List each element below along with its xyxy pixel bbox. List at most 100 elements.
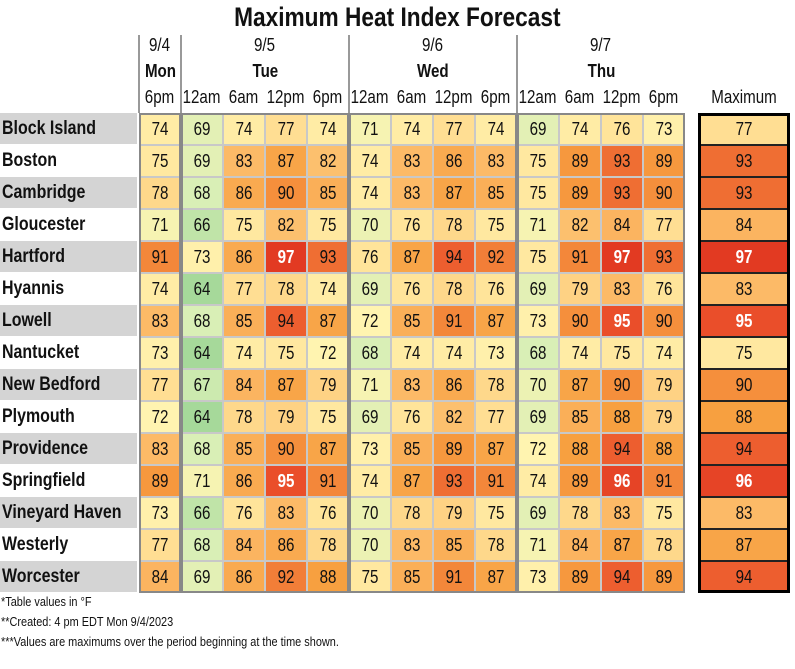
heat-cell: 73 bbox=[181, 241, 223, 273]
heat-cell: 78 bbox=[643, 529, 685, 561]
heat-cell-text: 83 bbox=[235, 150, 253, 171]
heat-cell-text: 74 bbox=[571, 342, 589, 363]
heat-cell-text: 93 bbox=[613, 150, 631, 171]
maximum-cell-text: 94 bbox=[735, 438, 753, 459]
heat-cell-text: 87 bbox=[319, 438, 337, 459]
heat-cell-text: 77 bbox=[445, 118, 463, 139]
heat-cell-text: 92 bbox=[487, 246, 505, 267]
header-divider bbox=[348, 35, 350, 113]
heat-cell: 68 bbox=[517, 337, 559, 369]
heat-cell-text: 75 bbox=[235, 214, 253, 235]
heat-cell-text: 86 bbox=[235, 566, 253, 587]
heat-cell-text: 84 bbox=[235, 374, 253, 395]
time-label-text: 12pm bbox=[435, 87, 473, 107]
heat-cell-text: 94 bbox=[277, 310, 295, 331]
heat-cell-text: 87 bbox=[487, 566, 505, 587]
heat-cell-text: 78 bbox=[487, 374, 505, 395]
heat-cell-text: 86 bbox=[235, 182, 253, 203]
heat-cell: 87 bbox=[307, 433, 349, 465]
heat-cell: 74 bbox=[559, 113, 601, 145]
heat-cell-text: 87 bbox=[277, 374, 295, 395]
heat-cell-text: 78 bbox=[277, 278, 295, 299]
heat-cell-text: 66 bbox=[193, 214, 211, 235]
heat-cell-text: 90 bbox=[655, 182, 673, 203]
heat-cell: 86 bbox=[223, 465, 265, 497]
heat-cell: 64 bbox=[181, 401, 223, 433]
time-label: 12am bbox=[515, 87, 561, 108]
time-label: 6pm bbox=[137, 87, 183, 108]
heat-cell-text: 91 bbox=[487, 470, 505, 491]
city-label-text: Worcester bbox=[2, 565, 80, 587]
heat-cell-text: 94 bbox=[445, 246, 463, 267]
heat-cell: 85 bbox=[475, 177, 517, 209]
heat-cell: 89 bbox=[559, 177, 601, 209]
heat-cell: 74 bbox=[349, 465, 391, 497]
heat-cell-text: 77 bbox=[151, 534, 169, 555]
date-label-text: 9/4 bbox=[149, 35, 171, 55]
group-outline bbox=[349, 113, 517, 593]
heat-cell: 85 bbox=[307, 177, 349, 209]
city-label: Lowell bbox=[0, 305, 137, 336]
heat-cell: 78 bbox=[475, 529, 517, 561]
heat-cell-text: 90 bbox=[277, 182, 295, 203]
heat-cell: 89 bbox=[643, 145, 685, 177]
heat-cell: 84 bbox=[559, 529, 601, 561]
heat-cell-text: 78 bbox=[487, 534, 505, 555]
heat-cell: 73 bbox=[643, 113, 685, 145]
heat-cell-text: 75 bbox=[529, 182, 547, 203]
heat-cell: 83 bbox=[601, 497, 643, 529]
city-label-text: New Bedford bbox=[2, 373, 101, 395]
city-label: Gloucester bbox=[0, 209, 137, 240]
city-label-text: Boston bbox=[2, 149, 57, 171]
city-label-text: Plymouth bbox=[2, 405, 75, 427]
heat-cell: 69 bbox=[181, 561, 223, 593]
heat-cell-text: 91 bbox=[655, 470, 673, 491]
date-label-text: 9/7 bbox=[590, 35, 612, 55]
time-label-text: 12am bbox=[183, 87, 221, 107]
city-label-text: Hartford bbox=[2, 245, 65, 267]
city-label-text: Providence bbox=[2, 437, 89, 459]
heat-cell: 94 bbox=[601, 433, 643, 465]
heat-cell-text: 83 bbox=[613, 278, 631, 299]
heat-cell-text: 69 bbox=[361, 278, 379, 299]
heat-cell-text: 91 bbox=[571, 246, 589, 267]
heat-cell-text: 83 bbox=[277, 502, 295, 523]
heat-cell-text: 74 bbox=[361, 150, 379, 171]
heat-cell: 82 bbox=[265, 209, 307, 241]
heat-cell-text: 84 bbox=[613, 214, 631, 235]
heat-cell-text: 73 bbox=[487, 342, 505, 363]
heat-cell-text: 68 bbox=[193, 310, 211, 331]
heat-cell: 70 bbox=[517, 369, 559, 401]
heat-cell: 84 bbox=[223, 529, 265, 561]
heat-cell: 72 bbox=[139, 401, 181, 433]
heat-cell-text: 69 bbox=[529, 118, 547, 139]
heat-cell-text: 91 bbox=[151, 246, 169, 267]
heat-cell: 90 bbox=[643, 305, 685, 337]
heat-cell: 83 bbox=[391, 177, 433, 209]
maximum-cell: 95 bbox=[698, 305, 790, 337]
heat-cell-text: 85 bbox=[319, 182, 337, 203]
time-label: 6am bbox=[389, 87, 435, 108]
heat-cell: 86 bbox=[433, 145, 475, 177]
day-label-text: Thu bbox=[587, 61, 615, 81]
heat-cell-text: 79 bbox=[319, 374, 337, 395]
heat-cell: 75 bbox=[349, 561, 391, 593]
heat-cell: 88 bbox=[643, 433, 685, 465]
heat-cell: 74 bbox=[643, 337, 685, 369]
heat-cell: 75 bbox=[517, 177, 559, 209]
heat-cell-text: 74 bbox=[319, 118, 337, 139]
heat-cell-text: 94 bbox=[613, 566, 631, 587]
heat-cell-text: 74 bbox=[445, 342, 463, 363]
heat-cell: 90 bbox=[265, 433, 307, 465]
heat-cell-text: 76 bbox=[655, 278, 673, 299]
heat-cell: 94 bbox=[265, 305, 307, 337]
heat-cell: 93 bbox=[601, 145, 643, 177]
heat-cell: 74 bbox=[139, 273, 181, 305]
heat-cell: 91 bbox=[643, 465, 685, 497]
day-label: Mon bbox=[139, 61, 181, 82]
heat-cell-text: 73 bbox=[529, 310, 547, 331]
maximum-cell: 96 bbox=[698, 465, 790, 497]
heat-cell-text: 83 bbox=[613, 502, 631, 523]
group-outline bbox=[181, 113, 349, 593]
header-divider bbox=[138, 35, 140, 113]
